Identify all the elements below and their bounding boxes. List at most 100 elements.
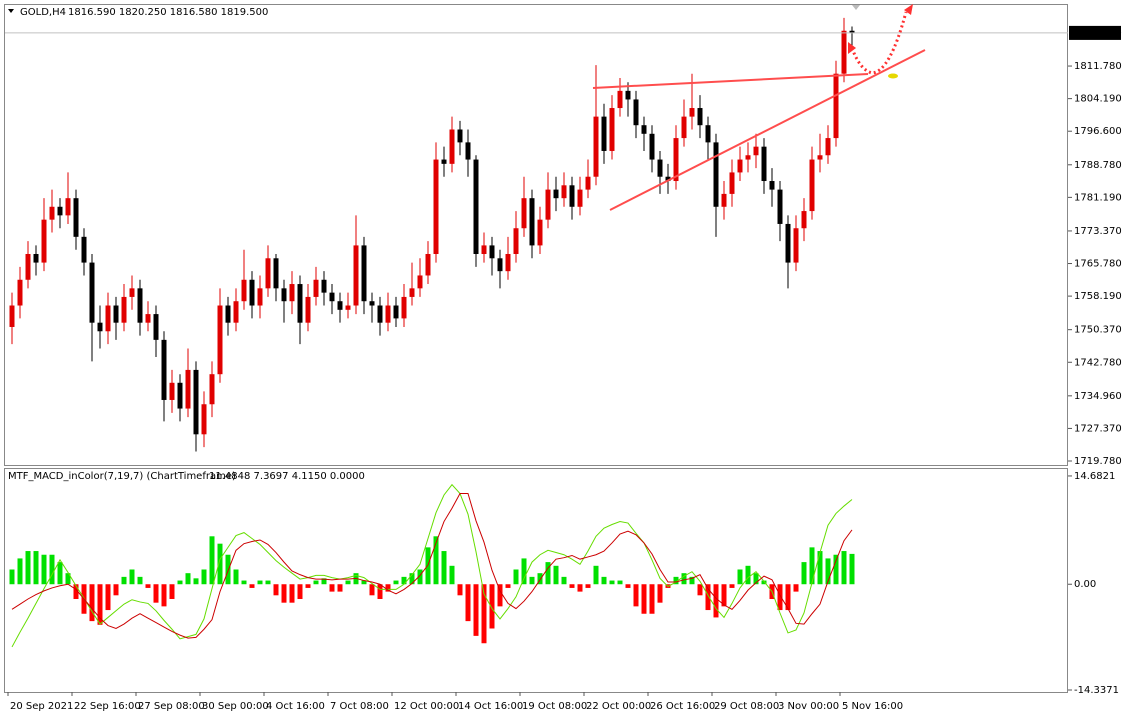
symbol-quote: 1816.590 1820.250 1816.580 1819.500 <box>68 7 268 18</box>
candle-body <box>809 159 815 212</box>
histogram-bar <box>289 584 295 603</box>
histogram-bar <box>25 551 31 585</box>
histogram-bar <box>777 584 783 611</box>
y-tick-label: 1811.780 <box>1074 61 1122 72</box>
histogram-bar <box>697 584 703 596</box>
histogram-bar <box>569 584 575 588</box>
histogram-bar <box>169 584 175 599</box>
histogram-bar <box>537 573 543 585</box>
projection-arrow <box>850 11 908 75</box>
histogram-bar <box>305 584 311 588</box>
candle-body <box>777 189 783 224</box>
histogram-bar <box>49 554 55 585</box>
histogram-bar <box>593 565 599 585</box>
candle-body <box>681 116 687 139</box>
histogram-bar <box>585 584 591 588</box>
candle-body <box>249 279 255 306</box>
histogram-bar <box>497 584 503 607</box>
candle-body <box>41 219 47 263</box>
candle-body <box>305 296 311 323</box>
shift-marker[interactable] <box>852 5 860 10</box>
histogram-bar <box>153 584 159 603</box>
trend-line <box>609 49 926 211</box>
histogram-bar <box>721 584 727 607</box>
candle-body <box>297 284 303 323</box>
histogram-bar <box>489 584 495 629</box>
y-tick-label: 1765.780 <box>1074 259 1122 270</box>
candle-body <box>697 108 703 126</box>
candle-body <box>385 305 391 323</box>
candle-body <box>105 305 111 332</box>
histogram-bar <box>73 584 79 599</box>
histogram-bar <box>817 551 823 585</box>
candle-body <box>233 301 239 323</box>
menu-icon[interactable] <box>8 9 14 13</box>
histogram-bar <box>545 562 551 585</box>
arrow-head <box>904 4 913 15</box>
candle-body <box>9 305 15 327</box>
candle-body <box>353 245 359 306</box>
histogram-bar <box>633 584 639 607</box>
histogram-bar <box>385 584 391 592</box>
x-tick-label: 29 Oct 08:00 <box>714 701 779 712</box>
histogram-bar <box>161 584 167 607</box>
candle-body <box>113 305 119 323</box>
candle-body <box>17 279 23 306</box>
candle-body <box>177 382 183 409</box>
arrow-head <box>848 42 856 54</box>
candle-body <box>593 116 599 177</box>
histogram-bar <box>337 584 343 592</box>
histogram-bar <box>89 584 95 622</box>
y-tick-label: 1788.780 <box>1074 160 1122 171</box>
candle-body <box>433 159 439 254</box>
candle-body <box>217 305 223 375</box>
histogram-bar <box>361 580 367 585</box>
candle-body <box>161 339 167 400</box>
candle-body <box>529 198 535 246</box>
candle-body <box>817 155 823 160</box>
histogram-bar <box>329 584 335 592</box>
histogram-bar <box>761 580 767 585</box>
histogram-bar <box>225 554 231 585</box>
histogram-bar <box>417 569 423 585</box>
candle-body <box>545 189 551 220</box>
candle-body <box>185 369 191 409</box>
candle-body <box>705 125 711 143</box>
histogram-bar <box>377 584 383 599</box>
candle-body <box>673 138 679 182</box>
candle-body <box>377 305 383 323</box>
candle-body <box>225 305 231 323</box>
histogram-bar <box>57 562 63 585</box>
histogram-bar <box>201 569 207 585</box>
histogram-bar <box>481 584 487 644</box>
histogram-bar <box>17 558 23 585</box>
candle-body <box>81 236 87 263</box>
candle-body <box>553 189 559 199</box>
candle-body <box>801 211 807 229</box>
candle-body <box>601 116 607 151</box>
candle-body <box>729 172 735 194</box>
histogram-bar <box>625 584 631 588</box>
drawings <box>592 4 926 211</box>
histogram-bar <box>313 580 319 585</box>
histogram-bar <box>553 565 559 585</box>
candle-body <box>473 159 479 254</box>
histogram-bar <box>745 565 751 585</box>
candle-body <box>201 404 207 435</box>
candle-body <box>361 245 367 302</box>
price-pane <box>4 4 1068 466</box>
candle-body <box>609 108 615 151</box>
signal-line <box>11 493 853 639</box>
candle-body <box>25 253 31 280</box>
histogram-bar <box>177 580 183 585</box>
candle-body <box>449 129 455 164</box>
histogram-bar <box>33 551 39 585</box>
candle-body <box>825 138 831 156</box>
x-tick-label: 22 Sep 16:00 <box>74 701 141 712</box>
candle-body <box>689 108 695 117</box>
candle-body <box>345 305 351 310</box>
main-line <box>11 483 853 648</box>
candle-body <box>497 258 503 272</box>
